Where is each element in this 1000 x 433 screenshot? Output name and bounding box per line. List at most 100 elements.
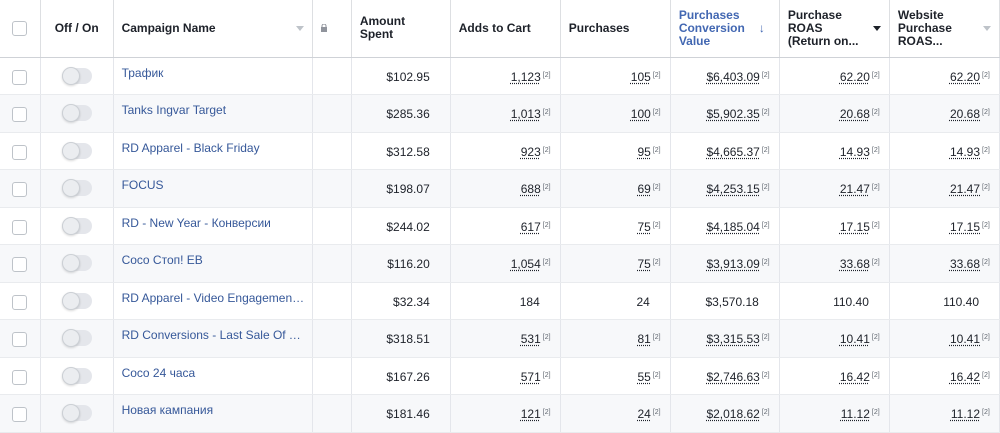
campaign-name-link[interactable]: RD - New Year - Конверсии (121, 215, 271, 230)
column-header-amount-spent[interactable]: Amount Spent (351, 0, 451, 58)
purchases[interactable]: 95 (637, 144, 651, 159)
website-purchase-roas[interactable]: 62.20 (949, 69, 980, 84)
row-checkbox[interactable] (12, 219, 28, 235)
footnote-marker[interactable]: [2] (871, 259, 880, 266)
footnote-marker[interactable]: [2] (542, 334, 551, 341)
chevron-down-icon[interactable] (983, 26, 991, 31)
table-row[interactable]: RD Apparel - Video Engagement ... $32.34 1… (0, 282, 1000, 320)
website-purchase-roas[interactable]: 11.12 (950, 407, 980, 421)
footnote-marker[interactable]: [2] (761, 146, 770, 154)
campaign-name-link[interactable]: RD Conversions - Last Sale Of Th... (121, 328, 313, 342)
purchases[interactable]: 75 (637, 219, 651, 234)
campaign-name-link[interactable]: Coco 24 часа (121, 365, 196, 380)
row-checkbox[interactable] (12, 144, 28, 160)
purchases[interactable]: 69 (637, 182, 651, 196)
adds-to-cart[interactable]: 923 (520, 144, 541, 159)
footnote-marker[interactable]: [2] (761, 371, 770, 379)
campaign-toggle[interactable] (61, 404, 92, 422)
campaign-toggle[interactable] (61, 291, 92, 310)
table-row[interactable]: RD - New Year - Конверсии $244.02 617 [2] 75… (0, 207, 1000, 245)
website-purchase-roas[interactable]: 10.41 (949, 332, 980, 346)
campaign-name-link[interactable]: RD Apparel - Video Engagement ... (121, 290, 309, 305)
campaign-toggle[interactable] (61, 66, 92, 85)
footnote-marker[interactable]: [2] (871, 409, 880, 416)
footnote-marker[interactable]: [2] (982, 109, 990, 116)
footnote-marker[interactable]: [2] (982, 409, 990, 416)
footnote-marker[interactable]: [2] (982, 146, 990, 154)
footnote-marker[interactable]: [2] (982, 71, 990, 79)
adds-to-cart[interactable]: 1,054 (510, 257, 541, 271)
campaign-name-link[interactable]: Трафик (121, 65, 164, 80)
column-header-adds-to-cart[interactable]: Adds to Cart (450, 0, 561, 58)
purchases[interactable]: 81 (637, 332, 651, 346)
footnote-marker[interactable]: [2] (871, 109, 880, 116)
table-row[interactable]: Новая кампания $181.46 121 [2] 24 [2] $2,018.6… (0, 394, 1000, 433)
table-row[interactable]: RD Conversions - Last Sale Of Th... $318.… (0, 319, 1000, 358)
purchase-roas[interactable]: 62.20 (839, 69, 870, 84)
row-checkbox[interactable] (12, 332, 28, 347)
table-row[interactable]: RD Apparel - Black Friday $312.58 923 [2] 95… (0, 132, 1000, 170)
footnote-marker[interactable]: [2] (982, 334, 990, 341)
row-checkbox[interactable] (12, 257, 28, 272)
select-all-checkbox[interactable] (12, 20, 28, 36)
row-checkbox[interactable] (12, 107, 28, 122)
purchase-roas[interactable]: 10.41 (839, 332, 870, 346)
chevron-down-icon[interactable] (872, 26, 881, 31)
column-header-purchase-roas[interactable]: Purchase ROAS (Return on... (779, 0, 890, 58)
campaign-name-link[interactable]: RD Apparel - Black Friday (121, 140, 260, 155)
campaign-toggle[interactable] (61, 104, 92, 122)
footnote-marker[interactable]: [2] (652, 334, 661, 341)
purchases-conversion-value[interactable]: $6,403.09 (706, 69, 760, 84)
campaign-toggle[interactable] (61, 216, 92, 235)
adds-to-cart[interactable]: 121 (520, 407, 541, 421)
footnote-marker[interactable]: [2] (542, 409, 551, 416)
website-purchase-roas[interactable]: 17.15 (949, 219, 980, 234)
purchase-roas[interactable]: 33.68 (839, 257, 870, 271)
footnote-marker[interactable]: [2] (542, 371, 551, 379)
footnote-marker[interactable]: [2] (652, 409, 661, 416)
footnote-marker[interactable]: [2] (871, 71, 880, 79)
purchase-roas[interactable]: 17.15 (839, 219, 870, 234)
sort-descending-icon[interactable]: ↓ (758, 21, 765, 35)
footnote-marker[interactable]: [2] (871, 184, 880, 191)
purchases-conversion-value[interactable]: $4,253.15 (706, 182, 760, 196)
purchases-conversion-value[interactable]: $2,018.62 (706, 407, 760, 421)
footnote-marker[interactable]: [2] (982, 259, 990, 266)
adds-to-cart[interactable]: 571 (520, 369, 541, 384)
footnote-marker[interactable]: [2] (761, 221, 770, 229)
table-row[interactable]: FOCUS $198.07 688 [2] 69 [2] $4,253.15 [2] 21.47… (0, 169, 1000, 208)
footnote-marker[interactable]: [2] (761, 71, 770, 79)
column-header-campaign-name[interactable]: Campaign Name (113, 0, 314, 58)
row-checkbox[interactable] (12, 182, 28, 197)
table-row[interactable]: Tanks Ingvar Target $285.36 1,013 [2] 100 [2]… (0, 94, 1000, 133)
footnote-marker[interactable]: [2] (542, 184, 551, 191)
purchases-conversion-value[interactable]: $2,746.63 (706, 369, 760, 384)
purchases[interactable]: 24 (637, 407, 651, 421)
purchase-roas[interactable]: 21.47 (839, 182, 870, 196)
footnote-marker[interactable]: [2] (982, 221, 990, 229)
purchase-roas[interactable]: 14.93 (839, 144, 870, 159)
adds-to-cart[interactable]: 617 (520, 219, 541, 234)
purchases-conversion-value[interactable]: $4,185.04 (706, 219, 760, 234)
footnote-marker[interactable]: [2] (871, 221, 880, 229)
adds-to-cart[interactable]: 531 (520, 332, 541, 346)
footnote-marker[interactable]: [2] (982, 184, 990, 191)
column-header-website-purchase-roas[interactable]: Website Purchase ROAS... (889, 0, 1000, 58)
purchases[interactable]: 75 (637, 257, 651, 271)
footnote-marker[interactable]: [2] (542, 109, 551, 116)
purchases-conversion-value[interactable]: $3,315.53 (706, 332, 760, 346)
purchase-roas[interactable]: 20.68 (839, 107, 870, 121)
campaign-toggle[interactable] (61, 366, 92, 385)
campaign-toggle[interactable] (61, 254, 92, 272)
footnote-marker[interactable]: [2] (652, 221, 661, 229)
table-row[interactable]: Трафик $102.95 1,123 [2] 105 [2] $6,403.09 [2] 6… (0, 57, 1000, 95)
adds-to-cart[interactable]: 688 (520, 182, 541, 196)
campaign-toggle[interactable] (61, 329, 92, 347)
campaign-toggle[interactable] (61, 179, 92, 197)
footnote-marker[interactable]: [2] (652, 109, 661, 116)
website-purchase-roas[interactable]: 20.68 (949, 107, 980, 121)
website-purchase-roas[interactable]: 33.68 (949, 257, 980, 271)
campaign-toggle[interactable] (61, 141, 92, 160)
footnote-marker[interactable]: [2] (652, 146, 661, 154)
purchases-conversion-value[interactable]: $4,665.37 (706, 144, 760, 159)
